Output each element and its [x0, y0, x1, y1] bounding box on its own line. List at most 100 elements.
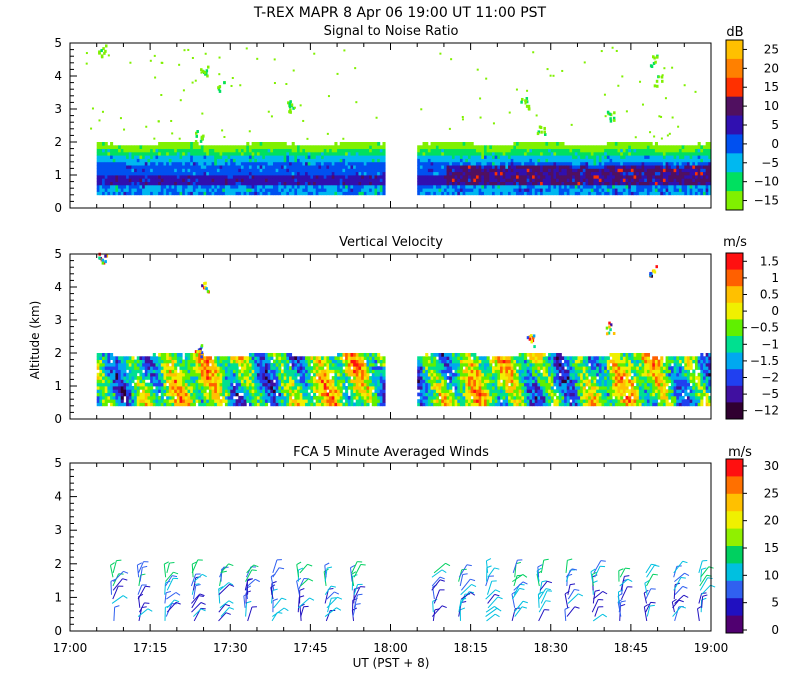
heatmap-cell — [195, 191, 199, 196]
heatmap-cell — [232, 369, 236, 374]
heatmap-cell — [184, 168, 188, 173]
heatmap-cell — [473, 145, 477, 149]
heatmap-cell — [174, 389, 178, 393]
heatmap-cell — [582, 175, 586, 179]
echo-speck — [267, 110, 270, 113]
heatmap-cell — [491, 175, 496, 179]
heatmap-cell — [644, 142, 648, 146]
heatmap-cell — [673, 191, 677, 196]
heatmap-cell — [593, 158, 597, 163]
heatmap-cell — [243, 362, 247, 367]
heatmap-cell — [326, 168, 330, 173]
heatmap-cell — [123, 165, 127, 169]
heatmap-cell — [240, 372, 245, 377]
heatmap-cell — [622, 181, 626, 186]
heatmap-cell — [379, 145, 383, 149]
heatmap-cell — [96, 155, 100, 159]
heatmap-cell — [582, 181, 586, 186]
heatmap-cell — [347, 184, 351, 189]
heatmap-cell — [203, 168, 207, 173]
heatmap-cell — [326, 181, 330, 186]
heatmap-cell — [139, 376, 143, 380]
heatmap-cell — [491, 145, 496, 149]
heatmap-cell — [102, 191, 106, 196]
heatmap-cell — [112, 175, 116, 179]
heatmap-cell — [494, 165, 498, 169]
heatmap-cell — [96, 181, 100, 186]
heatmap-cell — [267, 184, 271, 189]
heatmap-cell — [235, 181, 239, 186]
heatmap-cell — [206, 191, 210, 196]
heatmap-cell — [580, 148, 584, 153]
heatmap-cell — [622, 158, 626, 163]
heatmap-cell — [670, 175, 675, 179]
heatmap-cell — [115, 389, 119, 393]
heatmap-cell — [283, 366, 287, 370]
heatmap-cell — [315, 369, 319, 374]
heatmap-cell — [446, 175, 450, 179]
heatmap-cell — [686, 175, 691, 179]
heatmap-cell — [318, 188, 322, 192]
heatmap-cell — [190, 379, 194, 384]
heatmap-cell — [297, 191, 301, 196]
heatmap-cell — [110, 379, 114, 384]
heatmap-cell — [521, 181, 525, 186]
heatmap-cell — [657, 168, 661, 173]
heatmap-cell — [112, 184, 116, 189]
heatmap-cell — [689, 178, 693, 182]
heatmap-cell — [705, 142, 709, 146]
heatmap-cell — [668, 188, 672, 192]
heatmap-cell — [649, 148, 653, 153]
echo-speck — [677, 125, 680, 128]
heatmap-cell — [192, 191, 196, 196]
heatmap-cell — [131, 181, 135, 186]
heatmap-cell — [588, 184, 592, 189]
heatmap-cell — [219, 145, 223, 149]
heatmap-cell — [382, 148, 386, 153]
heatmap-cell — [168, 168, 172, 173]
heatmap-cell — [598, 168, 602, 173]
heatmap-cell — [657, 145, 661, 149]
heatmap-cell — [222, 145, 226, 149]
heatmap-cell — [302, 158, 306, 163]
heatmap-cell — [580, 188, 584, 192]
heatmap-cell — [614, 191, 618, 196]
heatmap-cell — [702, 165, 707, 169]
heatmap-cell — [115, 191, 119, 196]
heatmap-cell — [483, 178, 488, 182]
heatmap-cell — [513, 151, 517, 156]
heatmap-cell — [657, 161, 661, 166]
heatmap-cell — [454, 191, 458, 196]
heatmap-cell — [192, 369, 196, 374]
heatmap-cell — [176, 402, 180, 407]
heatmap-cell — [163, 171, 167, 176]
heatmap-cell — [700, 145, 704, 149]
heatmap-cell — [155, 188, 159, 192]
heatmap-cell — [657, 181, 661, 186]
heatmap-cell — [331, 168, 335, 173]
heatmap-cell — [614, 175, 618, 179]
heatmap-cell — [553, 165, 557, 169]
heatmap-cell — [459, 181, 464, 186]
heatmap-cell — [152, 155, 156, 159]
heatmap-cell — [187, 168, 191, 173]
heatmap-cell — [521, 168, 525, 173]
heatmap-cell — [489, 175, 493, 179]
heatmap-cell — [494, 155, 498, 159]
heatmap-cell — [294, 161, 298, 166]
heatmap-cell — [297, 184, 301, 189]
heatmap-cell — [310, 175, 314, 179]
heatmap-cell — [521, 178, 525, 182]
heatmap-cell — [313, 362, 317, 367]
heatmap-cell — [286, 181, 290, 186]
heatmap-cell — [620, 142, 624, 146]
heatmap-cell — [214, 191, 218, 196]
heatmap-cell — [283, 171, 287, 176]
heatmap-cell — [171, 359, 175, 364]
heatmap-cell — [553, 184, 557, 189]
heatmap-cell — [206, 161, 210, 166]
heatmap-cell — [425, 171, 429, 176]
heatmap-cell — [321, 148, 325, 153]
heatmap-cell — [478, 181, 482, 186]
heatmap-cell — [582, 178, 586, 182]
